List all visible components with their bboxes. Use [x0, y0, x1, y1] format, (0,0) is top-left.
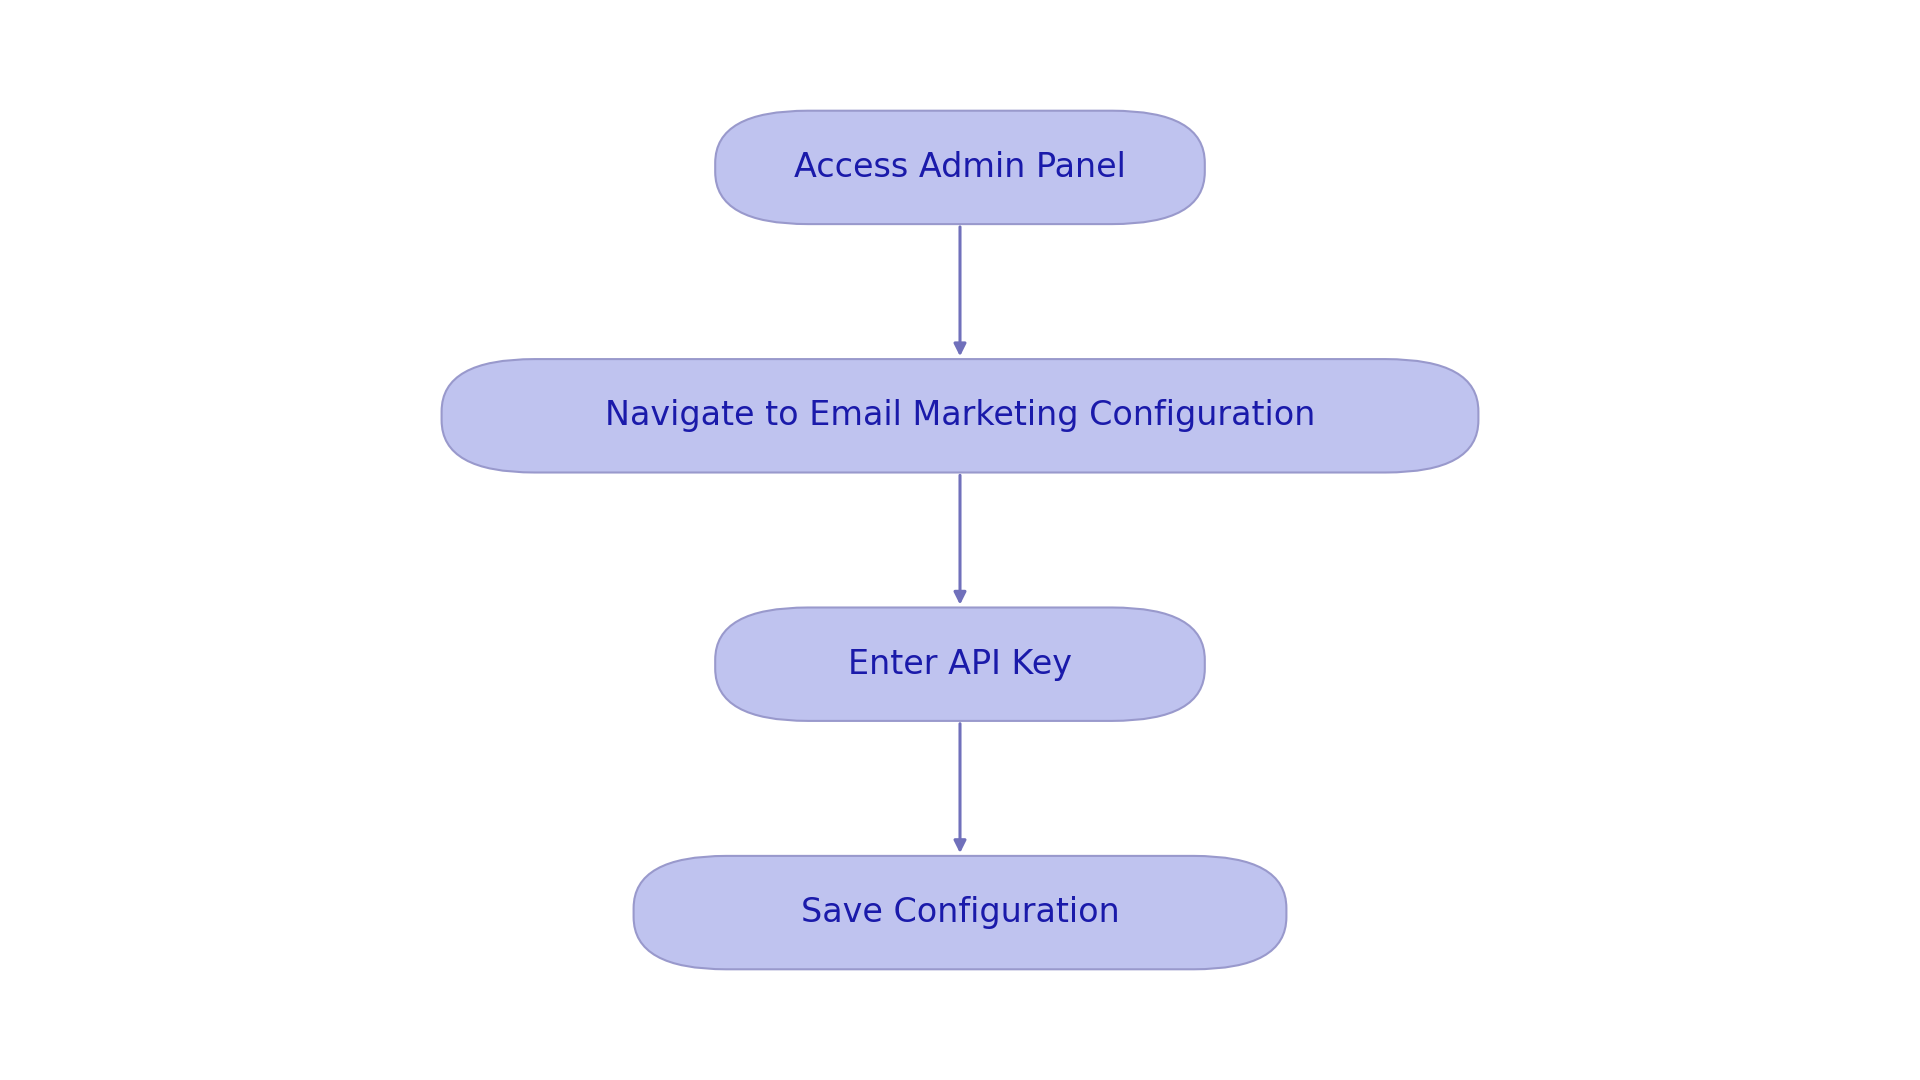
- FancyBboxPatch shape: [442, 359, 1478, 473]
- Text: Enter API Key: Enter API Key: [849, 648, 1071, 680]
- FancyBboxPatch shape: [714, 607, 1206, 721]
- Text: Access Admin Panel: Access Admin Panel: [795, 151, 1125, 184]
- Text: Save Configuration: Save Configuration: [801, 896, 1119, 929]
- FancyBboxPatch shape: [634, 855, 1286, 970]
- FancyBboxPatch shape: [714, 111, 1206, 225]
- Text: Navigate to Email Marketing Configuration: Navigate to Email Marketing Configuratio…: [605, 400, 1315, 432]
